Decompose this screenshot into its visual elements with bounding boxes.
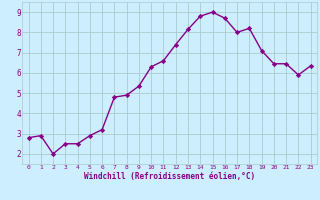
X-axis label: Windchill (Refroidissement éolien,°C): Windchill (Refroidissement éolien,°C) [84,172,255,181]
